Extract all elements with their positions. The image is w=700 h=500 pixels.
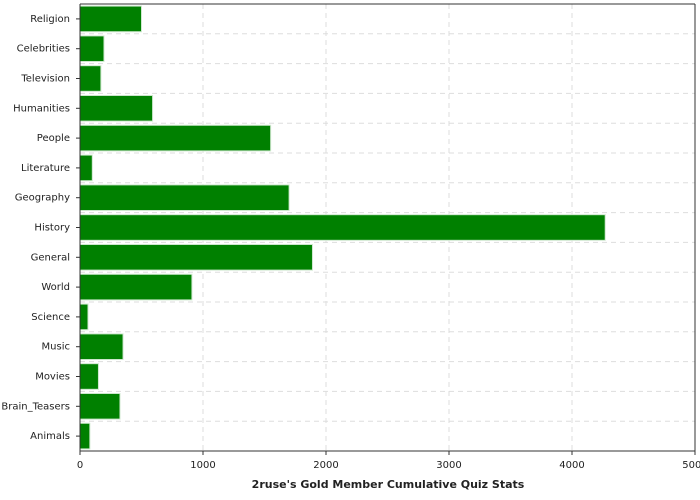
y-tick-label: Humanities bbox=[13, 103, 70, 114]
x-tick-label: 0 bbox=[77, 460, 83, 471]
bar bbox=[79, 303, 89, 331]
y-tick-label: People bbox=[37, 133, 70, 144]
x-axis-label: 2ruse's Gold Member Cumulative Quiz Stat… bbox=[252, 478, 525, 491]
y-tick-label: General bbox=[31, 252, 70, 263]
y-tick-label: Television bbox=[20, 74, 70, 85]
bar bbox=[79, 392, 121, 420]
y-tick-label: History bbox=[34, 223, 70, 234]
bar bbox=[79, 363, 99, 390]
x-tick-label: 4000 bbox=[559, 460, 584, 471]
bar bbox=[79, 243, 313, 271]
x-tick-label: 2000 bbox=[313, 460, 338, 471]
y-tick-label: Religion bbox=[30, 14, 70, 25]
bar bbox=[79, 273, 193, 301]
bar bbox=[79, 94, 154, 122]
y-tick-label: Movies bbox=[35, 372, 70, 383]
y-tick-label: Brain_Teasers bbox=[1, 401, 70, 412]
y-tick-label: Geography bbox=[15, 193, 70, 204]
bar bbox=[79, 214, 606, 241]
bar bbox=[79, 35, 105, 63]
bar bbox=[79, 184, 290, 212]
x-tick-label: 5000 bbox=[682, 460, 700, 471]
y-tick-label: Literature bbox=[21, 163, 70, 174]
bar bbox=[79, 154, 93, 182]
bar bbox=[79, 333, 124, 361]
y-tick-label: Science bbox=[31, 312, 70, 323]
y-tick-label: World bbox=[41, 282, 70, 293]
bar bbox=[79, 124, 272, 152]
y-tick-label: Music bbox=[42, 342, 70, 353]
x-tick-label: 1000 bbox=[190, 460, 215, 471]
bar bbox=[79, 65, 102, 92]
x-tick-label: 3000 bbox=[436, 460, 461, 471]
y-tick-label: Animals bbox=[30, 431, 70, 442]
bar bbox=[79, 422, 91, 450]
bar bbox=[79, 5, 142, 33]
y-tick-label: Celebrities bbox=[17, 44, 70, 55]
